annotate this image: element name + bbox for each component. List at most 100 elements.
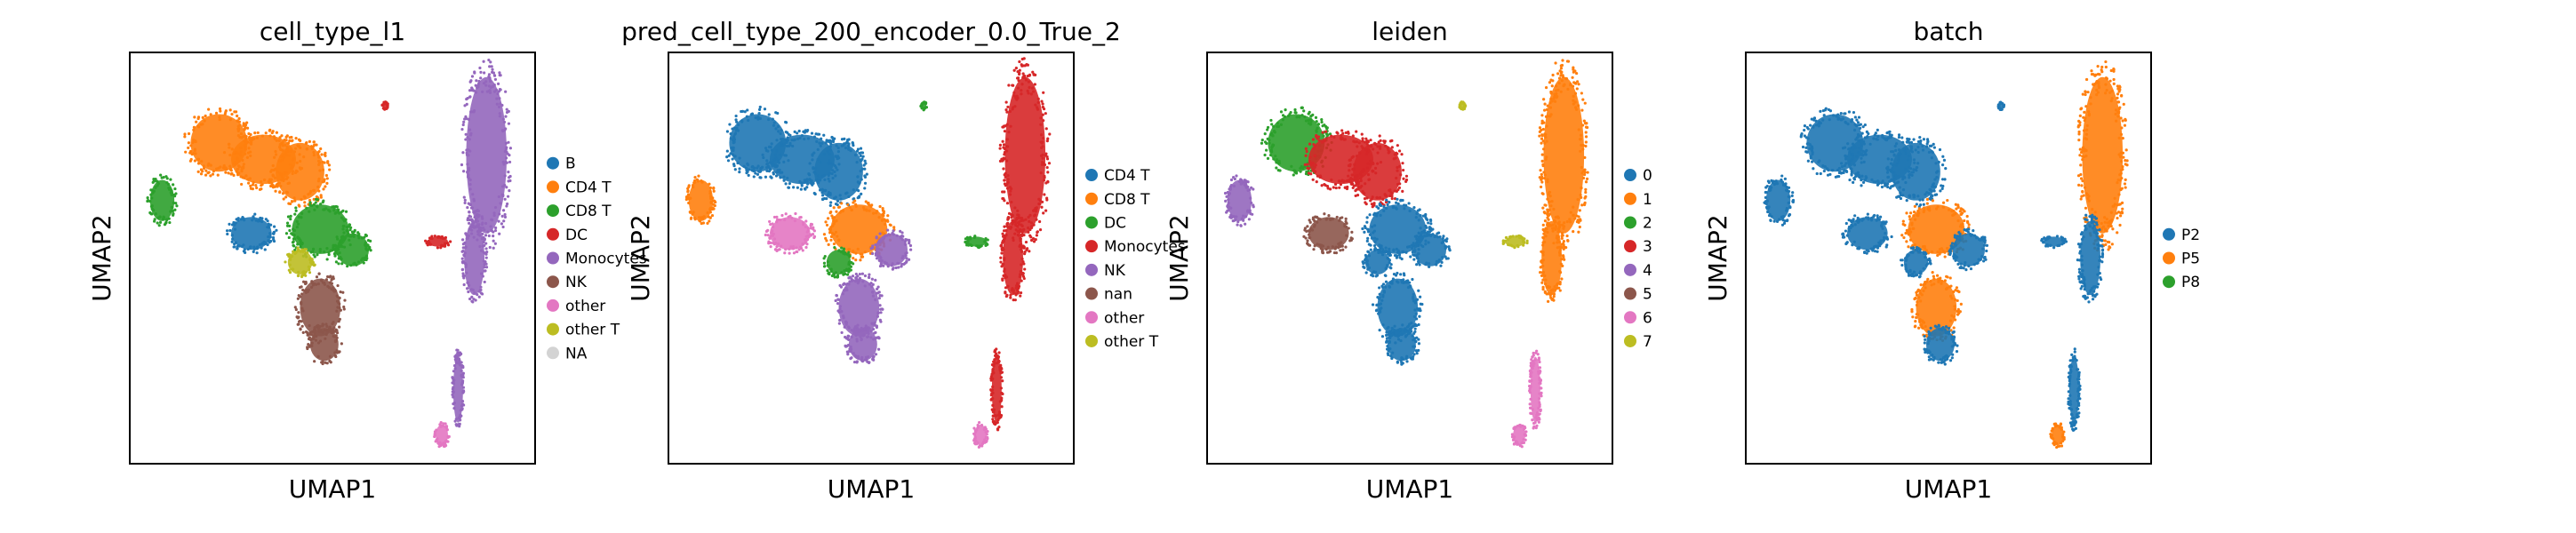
cell-point [1315, 120, 1318, 123]
cell-point [338, 211, 341, 215]
cell-point [468, 95, 472, 99]
cell-point [1233, 177, 1236, 181]
cell-point [243, 176, 246, 179]
cell-point [1419, 295, 1422, 298]
cell-point [1306, 163, 1309, 166]
cell-point [731, 157, 734, 161]
cell-point [1575, 214, 1579, 218]
cell-point [148, 199, 152, 203]
cell-point [990, 372, 994, 376]
cell-point [335, 294, 339, 298]
cell-point [1011, 84, 1014, 87]
cell-point [847, 270, 851, 274]
cell-point [342, 224, 346, 228]
cell-point [285, 145, 289, 148]
cell-point [309, 338, 313, 342]
cell-point [464, 265, 468, 268]
cell-point [151, 180, 155, 184]
cell-point [1383, 193, 1387, 196]
cell-point [1539, 408, 1542, 411]
cell-point [193, 148, 196, 153]
cell-point [260, 134, 265, 138]
cell-point [771, 229, 774, 233]
cell-point [998, 147, 1002, 150]
cell-point [888, 223, 892, 227]
cell-point [1523, 425, 1526, 429]
cell-point [353, 261, 356, 265]
legend-item: other T [547, 322, 620, 339]
cell-point [157, 224, 161, 227]
cell-point [1545, 292, 1548, 296]
cell-point [1020, 248, 1023, 251]
cell-point [848, 280, 852, 283]
cell-point [196, 116, 200, 121]
cell-point [1543, 290, 1547, 293]
cell-point [451, 393, 454, 397]
cell-point [1010, 200, 1013, 204]
cell-point [319, 278, 324, 282]
cell-point [1372, 213, 1376, 217]
cell-point [1024, 240, 1028, 244]
cell-point [172, 183, 175, 187]
cell-point [1546, 197, 1549, 201]
cell-point [1535, 411, 1540, 415]
cell-point [779, 218, 782, 222]
cell-point [1420, 236, 1423, 240]
cell-point [460, 408, 464, 411]
cell-point [315, 195, 318, 199]
cell-point [775, 171, 779, 174]
cell-point [1541, 206, 1545, 210]
legend-item: NA [547, 345, 588, 362]
cell-point [1012, 68, 1016, 72]
cell-point [1013, 220, 1017, 224]
cell-point [826, 260, 830, 264]
cell-point [1385, 330, 1388, 334]
cell-point [1393, 324, 1396, 328]
cell-point [166, 182, 171, 187]
cell-point [334, 338, 339, 342]
cell-point [263, 242, 268, 245]
cell-point [779, 176, 782, 179]
cell-point [1005, 159, 1009, 163]
cell-point [1548, 285, 1551, 289]
cell-point [1232, 184, 1236, 188]
cell-point [825, 139, 828, 143]
cell-point [342, 231, 346, 235]
cell-point [228, 118, 232, 122]
cell-point [1409, 255, 1412, 259]
cell-point [357, 236, 361, 240]
cell-point [1309, 115, 1313, 118]
cell-point [1584, 131, 1588, 134]
cell-point [483, 266, 486, 269]
cell-point [1516, 442, 1520, 446]
cell-point [886, 228, 890, 232]
cell-point [1395, 254, 1398, 258]
cell-point [296, 297, 300, 300]
cell-point [1318, 218, 1322, 221]
cell-point [493, 205, 498, 210]
cell-point [1309, 227, 1313, 230]
cell-point [1011, 213, 1014, 218]
cell-point [293, 212, 297, 216]
cluster-region [300, 278, 341, 337]
cell-point [192, 128, 196, 131]
cell-point [1018, 216, 1021, 219]
cell-point [252, 180, 255, 185]
cell-point [1382, 204, 1386, 209]
cell-point [435, 428, 438, 432]
cell-point [168, 220, 172, 225]
cell-point [1000, 405, 1004, 409]
cell-point [299, 243, 302, 246]
cell-point [1408, 209, 1412, 213]
cell-point [284, 195, 288, 199]
cell-point [471, 193, 475, 196]
cell-point [169, 210, 172, 213]
cell-point [154, 186, 157, 189]
cell-point [1341, 131, 1345, 135]
cell-point [464, 246, 468, 250]
cell-point [973, 442, 978, 446]
cell-point [489, 60, 492, 64]
cell-point [236, 217, 240, 220]
cell-point [1388, 188, 1391, 192]
y-axis-label: UMAP2 [1164, 214, 1194, 302]
